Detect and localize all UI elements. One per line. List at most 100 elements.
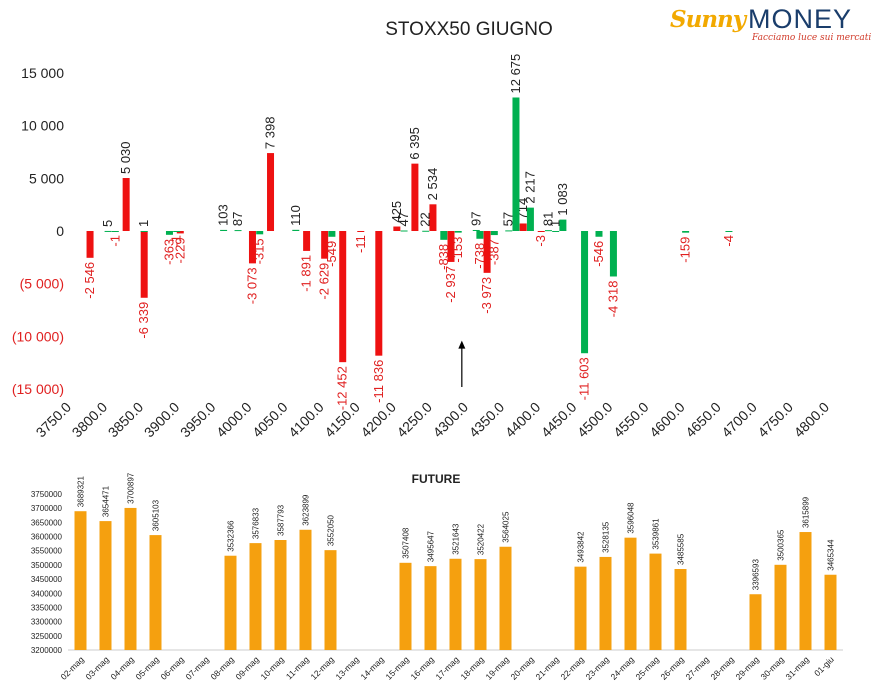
bar (99, 521, 112, 650)
data-label: 3605103 (152, 499, 161, 531)
data-label: -363 (161, 239, 176, 265)
bar (104, 230, 112, 232)
x-tick-label: 07-mag (183, 654, 211, 682)
bar (490, 231, 498, 236)
x-tick-label: 26-mag (658, 654, 686, 682)
x-tick-label: 4500.0 (574, 399, 616, 441)
data-label: 3495647 (427, 530, 436, 562)
data-label: 87 (230, 212, 245, 226)
bar (537, 231, 545, 232)
data-label: 425 (389, 201, 404, 223)
x-tick-label: 08-mag (208, 654, 236, 682)
bar (824, 574, 837, 650)
y-tick-label: 3400000 (31, 589, 63, 598)
x-tick-label: 3750.0 (33, 399, 75, 441)
data-label: 2 534 (425, 168, 440, 201)
data-label: -3 073 (244, 267, 259, 304)
data-label: -1 (169, 235, 184, 247)
data-label: 5 030 (118, 141, 133, 174)
data-label: 3700897 (127, 472, 136, 504)
data-label: -738 (472, 243, 487, 269)
x-tick-label: 4600.0 (646, 399, 688, 441)
data-label: 12 675 (508, 54, 523, 94)
data-label: -11 836 (371, 360, 386, 403)
bar (559, 219, 567, 231)
bar (234, 230, 242, 232)
bar (357, 231, 365, 232)
data-label: 1 (548, 220, 563, 227)
bar (111, 231, 119, 232)
y-tick-label: 0 (56, 223, 64, 239)
x-tick-label: 24-mag (608, 654, 636, 682)
bar (140, 231, 148, 298)
bar (324, 550, 337, 650)
x-tick-label: 03-mag (83, 654, 111, 682)
bar (519, 223, 527, 231)
arrow-head (458, 340, 466, 349)
data-label: 3521643 (452, 523, 461, 555)
x-tick-label: 18-mag (458, 654, 486, 682)
bar (474, 559, 487, 650)
data-label: 57 (501, 212, 516, 226)
data-label: -11 (353, 235, 368, 253)
data-label: 22 (418, 212, 433, 226)
bar (526, 207, 534, 231)
x-tick-label: 4750.0 (754, 399, 796, 441)
bar (449, 558, 462, 650)
bar (248, 231, 256, 264)
bar (274, 540, 287, 650)
data-label: 3500365 (777, 529, 786, 561)
x-tick-label: 02-mag (58, 654, 86, 682)
data-label: -3 973 (479, 277, 494, 314)
bar (774, 564, 787, 650)
x-tick-label: 05-mag (133, 654, 161, 682)
data-label: -1 (107, 235, 122, 247)
bar (544, 230, 552, 232)
data-label: 3623899 (302, 494, 311, 526)
bar (552, 230, 560, 232)
x-tick-label: 13-mag (333, 654, 361, 682)
x-tick-label: 3950.0 (177, 399, 219, 441)
bar (399, 562, 412, 650)
logo-tagline: Facciamo luce sui mercati (752, 33, 872, 43)
bar (649, 553, 662, 650)
logo-sunny-text: Sunny (670, 6, 746, 33)
data-label: -11 603 (577, 357, 592, 400)
data-label: -546 (591, 241, 606, 267)
data-label: 103 (216, 204, 231, 226)
x-tick-label: 3900.0 (141, 399, 183, 441)
data-label: -315 (252, 238, 267, 264)
data-label: 3587793 (277, 504, 286, 536)
x-tick-label: 4000.0 (213, 399, 255, 441)
data-label: 1 083 (555, 183, 570, 216)
bar (624, 537, 637, 650)
data-label: -549 (324, 241, 339, 267)
y-tick-label: 3750000 (31, 490, 63, 499)
bar (400, 230, 408, 232)
data-label: -4 (721, 235, 736, 247)
bar (599, 556, 612, 650)
x-tick-label: 4250.0 (393, 399, 435, 441)
stoxx50-open-interest-chart: STOXX50 GIUGNO 15 000 10 000 5 000 0 (5 000) (… (12, 19, 833, 441)
data-label: -4 318 (605, 280, 620, 317)
data-label: 3654471 (102, 485, 111, 517)
x-tick-label: 4450.0 (538, 399, 580, 441)
x-tick-label: 28-mag (708, 654, 736, 682)
y-tick-label: 3250000 (31, 632, 63, 641)
x-tick-label: 31-mag (783, 654, 811, 682)
x-tick-label: 29-mag (733, 654, 761, 682)
x-tick-label: 12-mag (308, 654, 336, 682)
bar (512, 97, 520, 232)
bar (256, 231, 264, 235)
bar (149, 535, 162, 650)
data-label: -838 (436, 244, 451, 270)
logo-money-text: MONEY (748, 4, 853, 34)
bar (454, 231, 462, 233)
data-label: 3539861 (652, 518, 661, 550)
data-label: 2 217 (522, 171, 537, 204)
x-tick-label: 4800.0 (791, 399, 833, 441)
bar (375, 231, 383, 356)
x-tick-label: 19-mag (483, 654, 511, 682)
y-tick-label: 3350000 (31, 603, 63, 612)
bar (328, 231, 336, 237)
